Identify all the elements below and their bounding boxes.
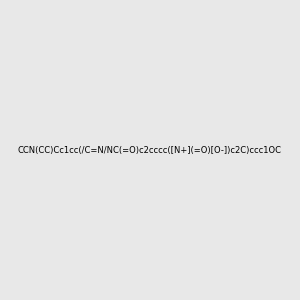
- Text: CCN(CC)Cc1cc(/C=N/NC(=O)c2cccc([N+](=O)[O-])c2C)ccc1OC: CCN(CC)Cc1cc(/C=N/NC(=O)c2cccc([N+](=O)[…: [18, 146, 282, 154]
